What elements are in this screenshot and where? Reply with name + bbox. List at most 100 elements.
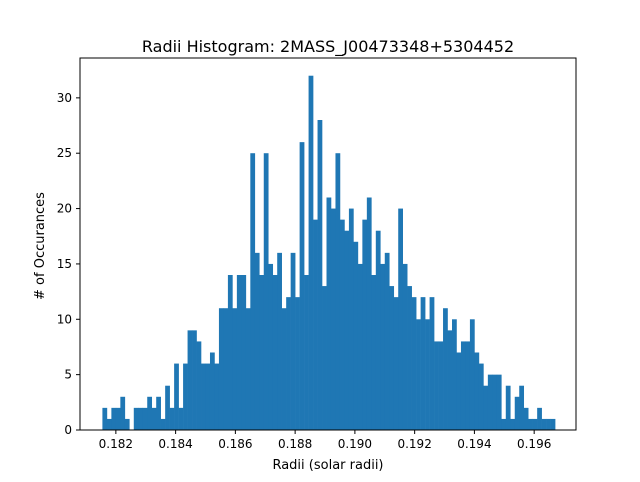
histogram-bar bbox=[465, 341, 471, 430]
y-tick-label: 20 bbox=[57, 202, 72, 216]
histogram-bar bbox=[313, 219, 318, 430]
histogram-bar bbox=[357, 263, 363, 430]
histogram-bar bbox=[339, 219, 345, 430]
y-tick-label: 15 bbox=[57, 257, 72, 271]
histogram-bar bbox=[192, 330, 197, 430]
histogram-bar bbox=[501, 418, 507, 430]
histogram-bar bbox=[416, 319, 421, 430]
histogram-bar bbox=[115, 407, 121, 430]
histogram-bar bbox=[178, 407, 184, 430]
histogram-bar bbox=[133, 407, 139, 430]
histogram-bar bbox=[214, 363, 220, 430]
histogram-bar bbox=[330, 208, 336, 430]
x-tick-label: 0.192 bbox=[397, 437, 431, 451]
plot-area: 0.182 0.184 0.186 0.188 0.190 0.192 0.194 0.196… bbox=[57, 57, 577, 451]
histogram-bar bbox=[371, 275, 377, 430]
histogram-bar bbox=[348, 208, 354, 430]
histogram-bar bbox=[335, 153, 341, 430]
histogram-bar bbox=[398, 208, 403, 430]
histogram-bar bbox=[151, 407, 157, 430]
histogram-bar bbox=[483, 385, 489, 430]
histogram-bar bbox=[268, 263, 274, 430]
histogram-bar bbox=[277, 252, 282, 430]
histogram-bar bbox=[478, 363, 484, 430]
histogram-bar bbox=[496, 374, 502, 430]
histogram-bar bbox=[322, 286, 327, 430]
x-tick-label: 0.182 bbox=[99, 437, 133, 451]
histogram-bar bbox=[156, 396, 161, 430]
histogram-bar bbox=[384, 252, 390, 430]
histogram-bar bbox=[286, 297, 291, 430]
histogram-bar bbox=[236, 275, 242, 430]
histogram-bar bbox=[272, 275, 278, 430]
histogram-bars bbox=[102, 75, 556, 430]
histogram-bar bbox=[541, 418, 547, 430]
histogram-bar bbox=[263, 153, 269, 430]
x-tick-label: 0.186 bbox=[218, 437, 252, 451]
histogram-bar bbox=[344, 230, 350, 430]
histogram-bar bbox=[169, 407, 175, 430]
histogram-bar bbox=[420, 297, 426, 430]
histogram-bar bbox=[443, 308, 448, 430]
x-tick-label: 0.188 bbox=[278, 437, 312, 451]
histogram-bar bbox=[402, 263, 408, 430]
histogram-bar bbox=[550, 418, 556, 430]
histogram-bar bbox=[505, 385, 511, 430]
histogram-bar bbox=[254, 252, 260, 430]
histogram-bar bbox=[111, 407, 117, 430]
y-axis-label: # of Occurances bbox=[33, 192, 48, 300]
y-tick-label: 30 bbox=[57, 91, 72, 105]
histogram-bar bbox=[304, 275, 309, 430]
histogram-bar bbox=[205, 363, 211, 430]
histogram-bar bbox=[120, 396, 126, 430]
histogram-bar bbox=[308, 75, 314, 430]
histogram-bar bbox=[102, 407, 108, 430]
histogram-bar bbox=[474, 352, 480, 430]
histogram-bar bbox=[469, 319, 475, 430]
histogram-bar bbox=[281, 308, 287, 430]
histogram-bar bbox=[124, 418, 130, 430]
x-tick-label: 0.194 bbox=[457, 437, 491, 451]
histogram-bar bbox=[519, 385, 525, 430]
histogram-bar bbox=[250, 153, 256, 430]
histogram-bar bbox=[546, 418, 551, 430]
histogram-bar bbox=[362, 219, 368, 430]
histogram-bar bbox=[366, 197, 372, 430]
histogram-bar bbox=[196, 341, 202, 430]
histogram-bar bbox=[174, 363, 179, 430]
histogram-bar bbox=[147, 396, 153, 430]
histogram-bar bbox=[407, 286, 412, 430]
histogram-bar bbox=[106, 418, 112, 430]
histogram-bar bbox=[425, 319, 430, 430]
histogram-bar bbox=[142, 407, 148, 430]
histogram-bar bbox=[245, 308, 251, 430]
histogram-bar bbox=[326, 197, 332, 430]
histogram-bar bbox=[241, 275, 247, 430]
histogram-bar bbox=[259, 275, 265, 430]
x-axis-label: Radii (solar radii) bbox=[272, 458, 383, 473]
histogram-bar bbox=[452, 319, 457, 430]
histogram-bar bbox=[528, 418, 533, 430]
histogram-bar bbox=[209, 352, 215, 430]
histogram-bar bbox=[523, 407, 529, 430]
histogram-bar bbox=[183, 363, 188, 430]
histogram-bar bbox=[380, 263, 386, 430]
histogram-bar bbox=[187, 330, 193, 430]
histogram-bar bbox=[532, 418, 538, 430]
histogram-bar bbox=[411, 297, 417, 430]
histogram-bar bbox=[487, 374, 493, 430]
histogram-bar bbox=[353, 241, 359, 430]
y-tick-label: 5 bbox=[64, 368, 72, 382]
histogram-bar bbox=[160, 418, 166, 430]
histogram-bar bbox=[393, 297, 399, 430]
histogram-bar bbox=[290, 252, 296, 430]
histogram-bar bbox=[223, 308, 229, 430]
chart-title: Radii Histogram: 2MASS_J00473348+5304452 bbox=[142, 37, 514, 57]
histogram-bar bbox=[456, 352, 462, 430]
y-tick-label: 25 bbox=[57, 146, 72, 160]
histogram-bar bbox=[514, 396, 520, 430]
histogram-bar bbox=[492, 374, 498, 430]
y-tick-label: 10 bbox=[57, 312, 72, 326]
histogram-bar bbox=[218, 308, 224, 430]
